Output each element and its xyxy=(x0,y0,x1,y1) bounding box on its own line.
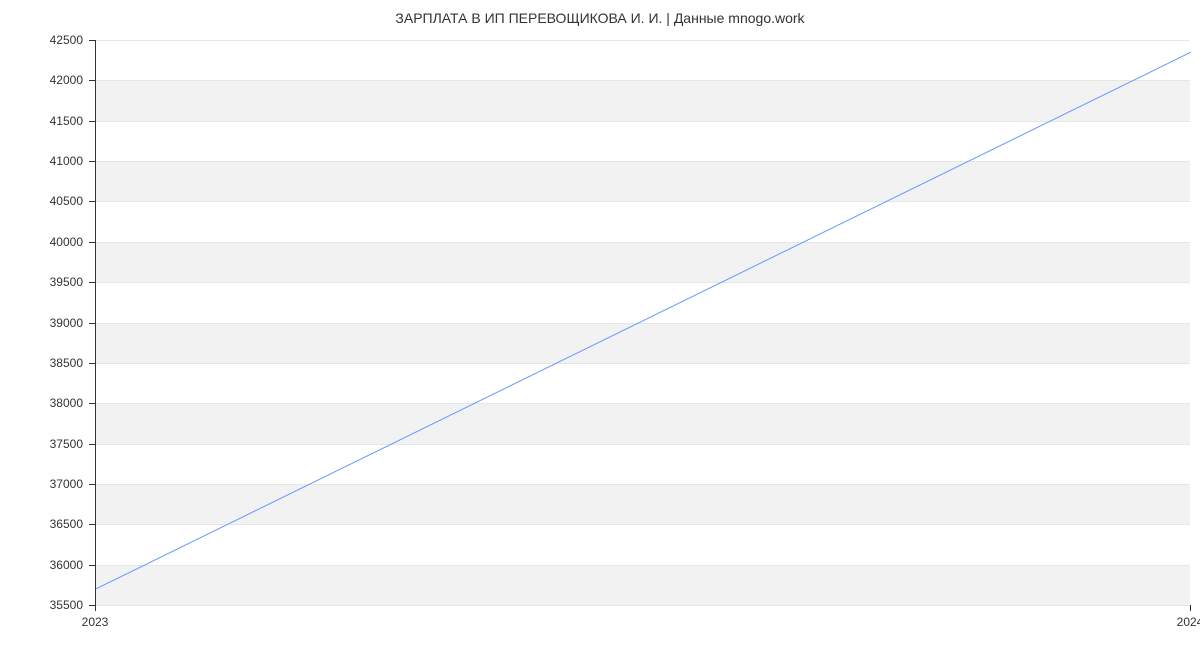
x-tick xyxy=(1190,605,1191,611)
x-tick xyxy=(95,605,96,611)
y-tick xyxy=(89,121,95,122)
chart-container: 3550036000365003700037500380003850039000… xyxy=(95,40,1190,605)
y-tick xyxy=(89,565,95,566)
y-axis-label: 42000 xyxy=(23,73,83,87)
y-axis-label: 42500 xyxy=(23,33,83,47)
x-axis-label: 2024 xyxy=(1150,615,1200,629)
y-tick xyxy=(89,323,95,324)
series-line-salary xyxy=(96,52,1191,589)
y-axis-label: 38000 xyxy=(23,396,83,410)
y-axis-label: 40000 xyxy=(23,235,83,249)
y-tick xyxy=(89,282,95,283)
y-axis-label: 35500 xyxy=(23,598,83,612)
y-axis-label: 39500 xyxy=(23,275,83,289)
y-tick xyxy=(89,444,95,445)
y-axis-label: 37000 xyxy=(23,477,83,491)
y-tick xyxy=(89,161,95,162)
y-axis-label: 36000 xyxy=(23,558,83,572)
y-axis-label: 38500 xyxy=(23,356,83,370)
y-tick xyxy=(89,201,95,202)
grid-line xyxy=(96,605,1190,606)
y-tick xyxy=(89,524,95,525)
y-axis-label: 41500 xyxy=(23,114,83,128)
y-tick xyxy=(89,40,95,41)
y-axis-label: 37500 xyxy=(23,437,83,451)
y-tick xyxy=(89,80,95,81)
y-tick xyxy=(89,242,95,243)
y-tick xyxy=(89,363,95,364)
y-axis-label: 36500 xyxy=(23,517,83,531)
x-axis-label: 2023 xyxy=(55,615,135,629)
y-axis-label: 39000 xyxy=(23,316,83,330)
y-tick xyxy=(89,403,95,404)
y-axis-label: 40500 xyxy=(23,194,83,208)
chart-title: ЗАРПЛАТА В ИП ПЕРЕВОЩИКОВА И. И. | Данны… xyxy=(0,10,1200,26)
plot-area xyxy=(95,40,1190,605)
y-tick xyxy=(89,484,95,485)
chart-series-layer xyxy=(96,40,1191,605)
y-axis-label: 41000 xyxy=(23,154,83,168)
